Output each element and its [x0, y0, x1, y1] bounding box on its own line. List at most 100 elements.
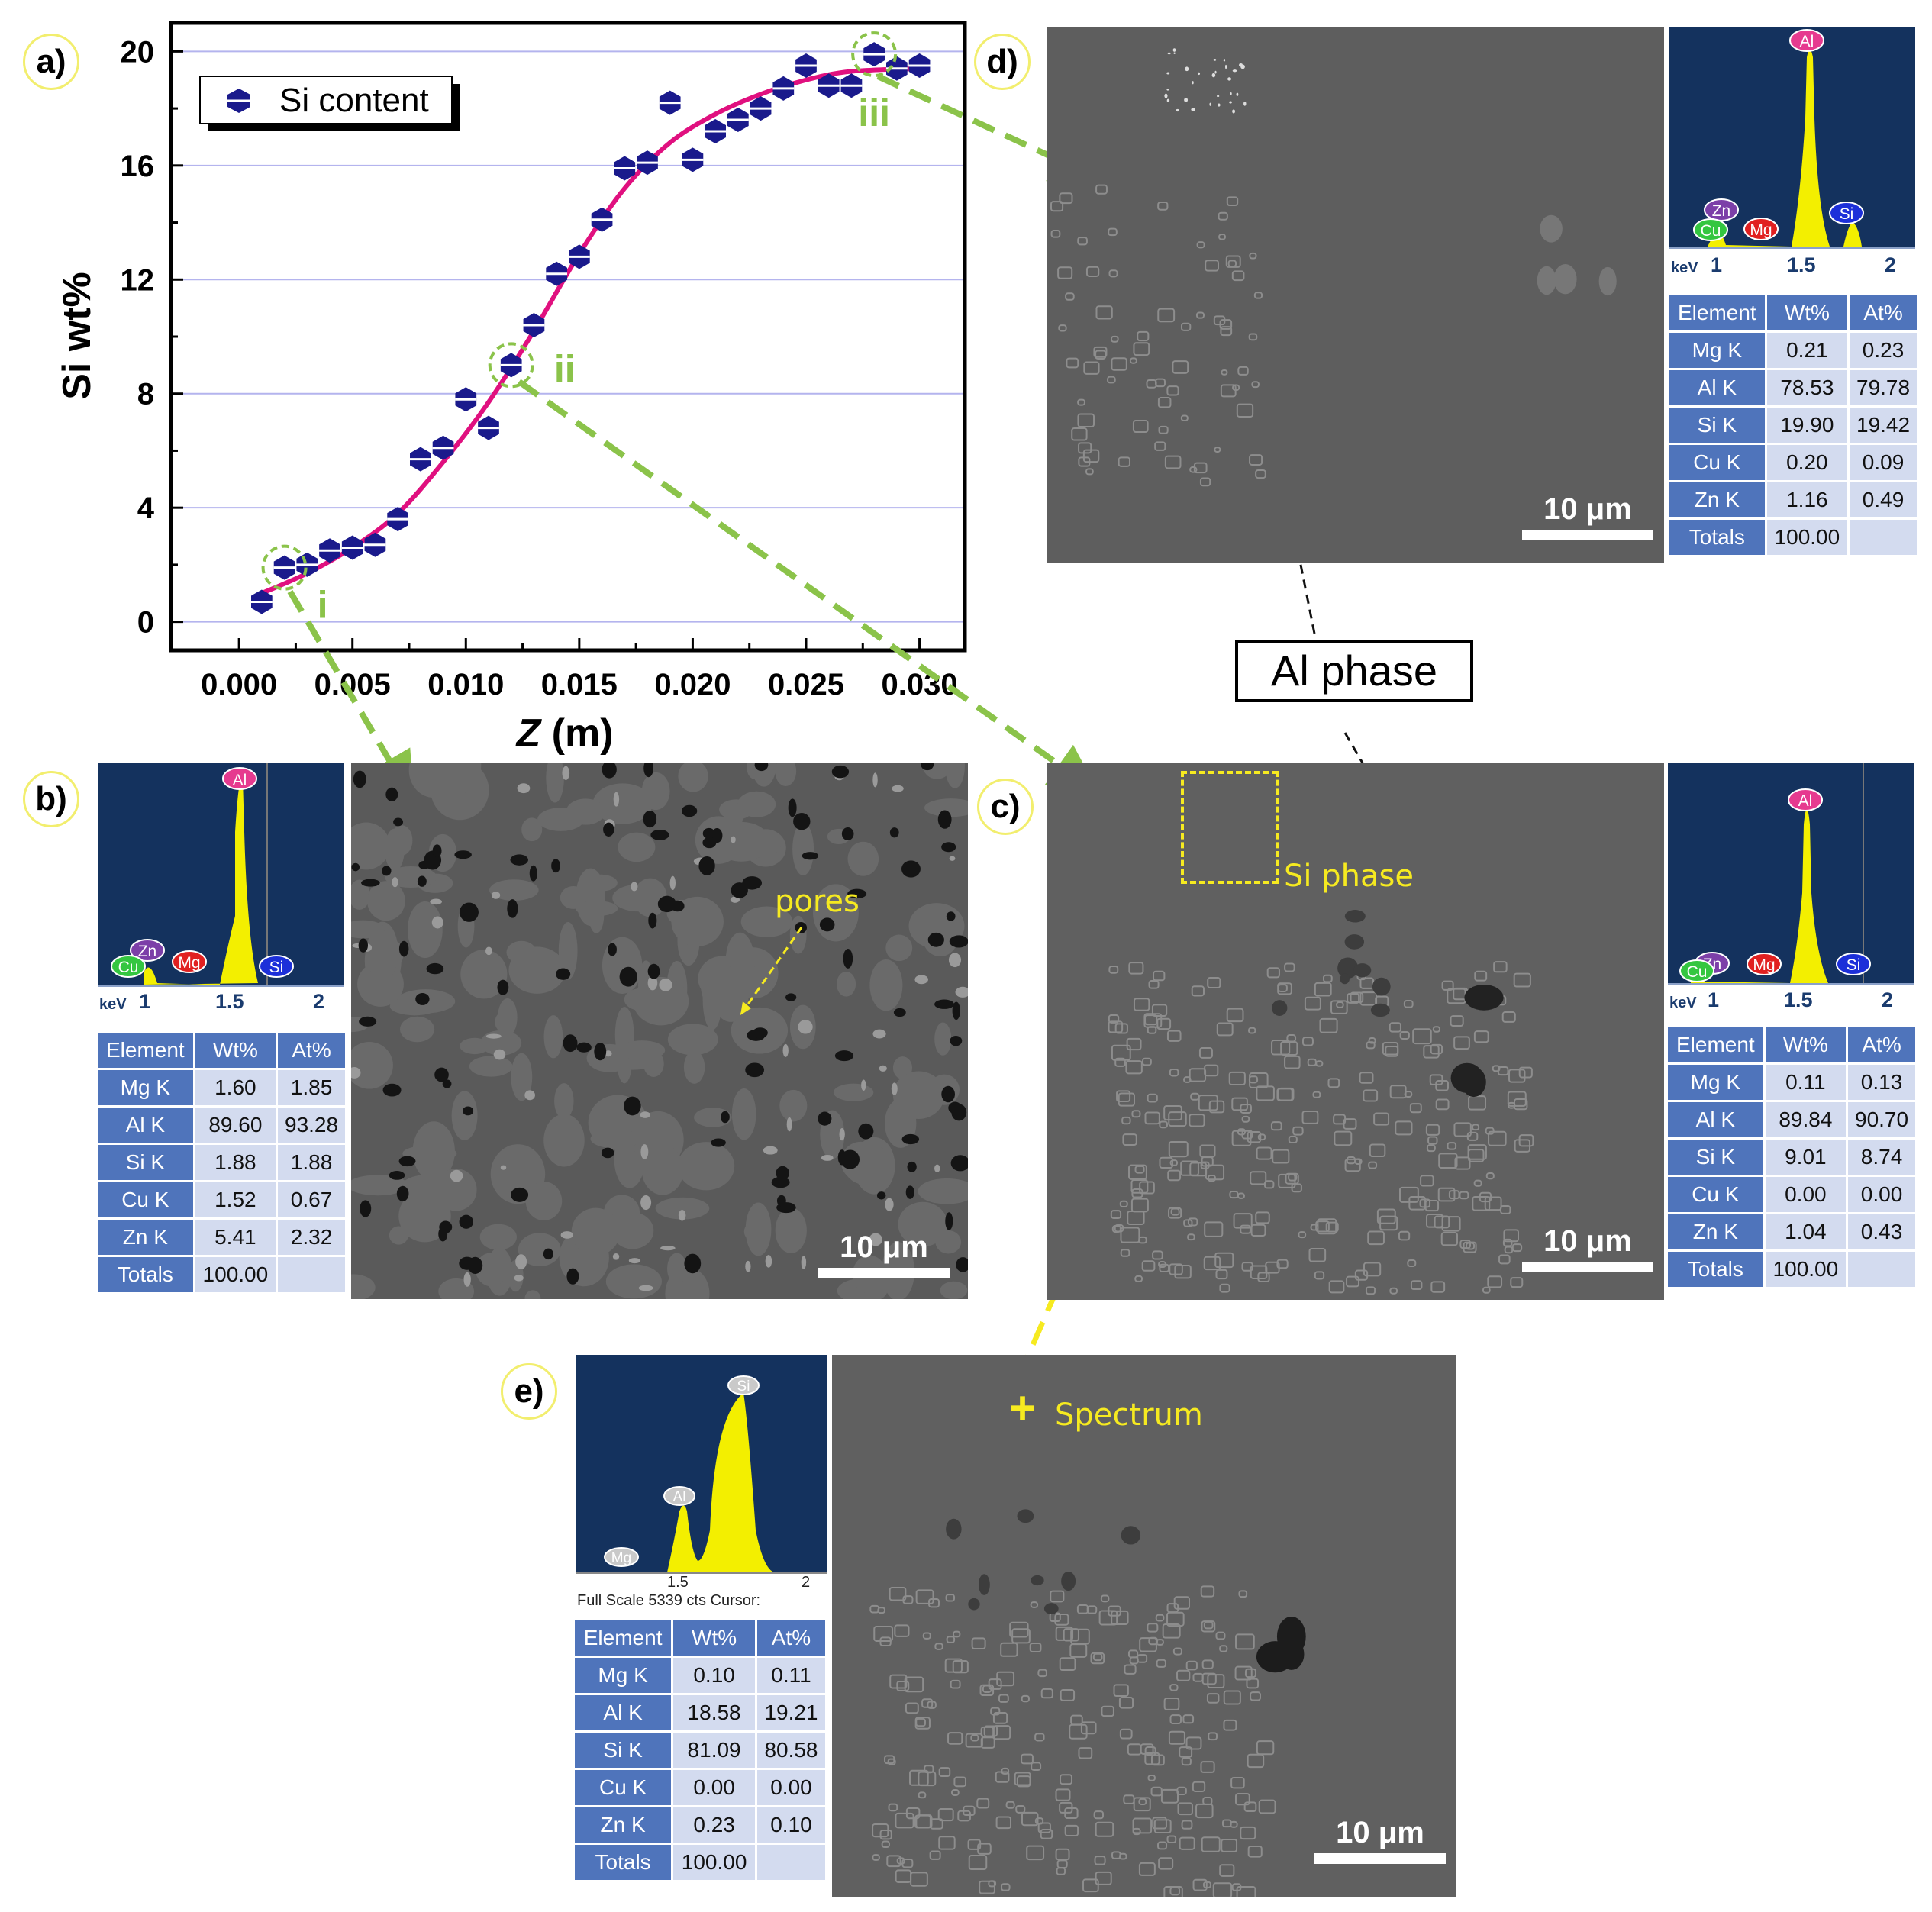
data-point — [568, 244, 590, 269]
table-cell: Zn K — [98, 1220, 193, 1255]
table-row: Al K 18.58 19.21 — [575, 1695, 825, 1730]
y-axis-label: Si wt% — [55, 272, 99, 400]
scale-bar-b: 10 μm — [818, 1230, 950, 1278]
spectrum-axis-e: 1.5 2 Full Scale 5339 cts Cursor: — [576, 1572, 827, 1614]
table-header: Element — [98, 1033, 193, 1068]
table-header: Element — [1668, 1027, 1763, 1062]
table-cell: Al K — [575, 1695, 672, 1730]
table-cell: 0.11 — [1765, 1065, 1847, 1100]
eds-table-b: Element Wt% At% Mg K 1.60 1.85 Al K 89.60 93.28 S… — [95, 1030, 347, 1295]
sem-image-b: pores 10 μm — [351, 763, 968, 1299]
table-cell: Cu K — [575, 1770, 672, 1805]
highlight-circle — [488, 342, 534, 389]
eds-spectrum-d: Al Zn Cu Mg Si — [1669, 27, 1915, 247]
table-cell: Totals — [1669, 520, 1765, 555]
data-point — [659, 90, 681, 115]
peak-label: Si — [737, 1378, 750, 1395]
table-header: At% — [1848, 1027, 1915, 1062]
y-tick-label: 8 — [137, 378, 154, 411]
table-cell: Al K — [1669, 370, 1765, 405]
table-cell: Totals — [98, 1257, 193, 1292]
table-cell: 1.60 — [195, 1070, 276, 1105]
table-cell: 0.00 — [1848, 1177, 1915, 1212]
table-cell: 100.00 — [673, 1845, 755, 1880]
panel-label-d: d) — [974, 34, 1031, 90]
table-header: Element — [1669, 295, 1765, 330]
table-row: Zn K 1.04 0.43 — [1668, 1214, 1915, 1249]
table-cell: 2.32 — [278, 1220, 345, 1255]
x-tick-label: 0.025 — [768, 668, 844, 701]
table-cell: 0.09 — [1850, 445, 1917, 480]
spectrum-label: Spectrum — [1055, 1398, 1203, 1433]
eds-table-c: Element Wt% At% Mg K 0.11 0.13 Al K 89.84 90.70 S… — [1666, 1025, 1917, 1289]
table-cell: Totals — [575, 1845, 672, 1880]
table-cell: 78.53 — [1766, 370, 1848, 405]
table-row: Zn K 0.23 0.10 — [575, 1807, 825, 1843]
table-header: Element — [575, 1620, 672, 1656]
table-cell: 19.42 — [1850, 408, 1917, 443]
table-row: Al K 89.60 93.28 — [98, 1108, 345, 1143]
table-cell: Mg K — [1668, 1065, 1763, 1100]
table-cell: Cu K — [98, 1182, 193, 1217]
table-cell: 1.16 — [1766, 482, 1848, 517]
data-point — [432, 435, 454, 460]
table-row: Mg K 0.21 0.23 — [1669, 333, 1917, 368]
table-cell: 100.00 — [195, 1257, 276, 1292]
data-point — [705, 118, 727, 143]
chart-grid — [171, 50, 965, 623]
table-header: Wt% — [1765, 1027, 1847, 1062]
table-row: Mg K 1.60 1.85 — [98, 1070, 345, 1105]
table-header: Wt% — [673, 1620, 755, 1656]
table-cell: 0.21 — [1766, 333, 1848, 368]
eds-table-d: Element Wt% At% Mg K 0.21 0.23 Al K 78.53 79.78 S… — [1667, 293, 1919, 557]
table-cell: 0.00 — [756, 1770, 825, 1805]
panel-label-c: c) — [977, 779, 1034, 835]
table-cell: 1.04 — [1765, 1214, 1847, 1249]
y-tick-label: 16 — [121, 150, 155, 183]
data-point — [840, 73, 863, 98]
table-row: Al K 78.53 79.78 — [1669, 370, 1917, 405]
table-row: Totals 100.00 — [98, 1257, 345, 1292]
table-row: Si K 19.90 19.42 — [1669, 408, 1917, 443]
fit-curve — [260, 66, 920, 596]
eds-table-e: Element Wt% At% Mg K 0.10 0.11 Al K 18.58 19.21 S… — [573, 1618, 827, 1882]
table-cell: 5.41 — [195, 1220, 276, 1255]
data-point — [273, 555, 295, 580]
eds-spectrum-c: Al Zn Cu Mg Si — [1668, 763, 1914, 983]
table-row: Totals 100.00 — [1668, 1252, 1915, 1287]
data-point — [546, 261, 568, 286]
table-cell — [756, 1845, 825, 1880]
table-cell: 0.67 — [278, 1182, 345, 1217]
table-cell: 80.58 — [756, 1733, 825, 1768]
x-tick-label: 0.015 — [541, 668, 618, 701]
legend-label: Si content — [279, 82, 429, 119]
si-phase-label: Si phase — [1284, 859, 1414, 894]
table-header: At% — [756, 1620, 825, 1656]
scale-bar-e: 10 μm — [1314, 1816, 1446, 1864]
x-tick-label: 0.020 — [654, 668, 731, 701]
data-point — [727, 108, 749, 133]
x-tick-label: 0.000 — [201, 668, 277, 701]
highlight-circle — [851, 31, 898, 78]
table-cell: 0.10 — [756, 1807, 825, 1843]
eds-spectrum-b: Al Zn Cu Mg Si — [98, 763, 344, 985]
axis-tick-labels: 0.000 0.005 0.010 0.015 0.020 0.025 0.030 0 4 8 12… — [121, 35, 958, 701]
x-tick-label: 0.030 — [882, 668, 958, 701]
spectrum-axis-b: keV 1 1.5 2 — [98, 985, 344, 1020]
peak-label: Zn — [1712, 202, 1731, 220]
data-point — [296, 552, 318, 577]
table-cell: 0.49 — [1850, 482, 1917, 517]
data-point — [795, 53, 817, 79]
y-tick-label: 0 — [137, 606, 154, 640]
table-row: Mg K 0.11 0.13 — [1668, 1065, 1915, 1100]
peak-label: Si — [269, 959, 284, 976]
data-point — [364, 532, 386, 557]
panel-label-b: b) — [23, 771, 79, 827]
table-cell: 18.58 — [673, 1695, 755, 1730]
highlight-label: i — [318, 584, 328, 627]
table-cell: 1.52 — [195, 1182, 276, 1217]
table-cell: 0.13 — [1848, 1065, 1915, 1100]
table-cell: Al K — [1668, 1102, 1763, 1137]
pores-label: pores — [775, 884, 860, 919]
table-cell: 19.21 — [756, 1695, 825, 1730]
